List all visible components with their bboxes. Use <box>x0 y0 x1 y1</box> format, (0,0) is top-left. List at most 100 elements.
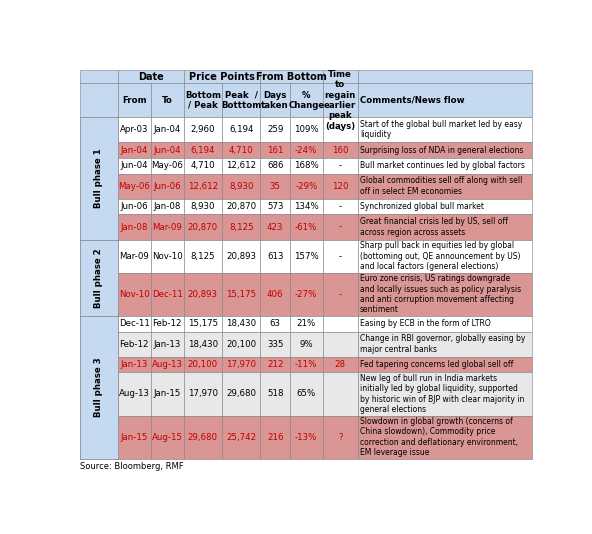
Text: Bull market continues led by global factors: Bull market continues led by global fact… <box>360 161 525 170</box>
Bar <box>260 357 290 372</box>
Text: Easing by ECB in the form of LTRO: Easing by ECB in the form of LTRO <box>360 319 491 328</box>
Bar <box>118 357 151 372</box>
Text: Jan-13: Jan-13 <box>153 340 181 349</box>
Text: Bottom
/ Peak: Bottom / Peak <box>185 91 221 110</box>
Bar <box>260 158 290 174</box>
Text: Jun-06: Jun-06 <box>153 182 181 191</box>
Text: Change in RBI governor, globally easing by
major central banks: Change in RBI governor, globally easing … <box>360 334 525 354</box>
Bar <box>151 316 184 332</box>
Text: 160: 160 <box>332 146 349 155</box>
Bar <box>184 415 222 459</box>
Text: Aug-13: Aug-13 <box>152 360 183 369</box>
Text: 20,100: 20,100 <box>226 340 256 349</box>
Text: -: - <box>339 161 342 170</box>
Text: 8,930: 8,930 <box>191 202 215 211</box>
Bar <box>79 199 118 215</box>
Text: -11%: -11% <box>295 360 317 369</box>
Text: 613: 613 <box>267 252 284 261</box>
Bar <box>118 158 151 174</box>
Text: Days
taken: Days taken <box>261 91 289 110</box>
Bar <box>151 215 184 240</box>
Bar <box>184 332 222 357</box>
Text: Synchronized global bull market: Synchronized global bull market <box>360 202 484 211</box>
Bar <box>79 316 118 459</box>
Bar <box>323 240 358 273</box>
Bar <box>260 215 290 240</box>
Bar <box>323 357 358 372</box>
Bar <box>151 143 184 158</box>
Text: -13%: -13% <box>295 433 317 442</box>
Text: Jan-13: Jan-13 <box>121 360 148 369</box>
Bar <box>290 240 323 273</box>
Text: 20,893: 20,893 <box>226 252 256 261</box>
Text: To: To <box>162 96 173 105</box>
Bar <box>184 316 222 332</box>
Bar <box>118 70 184 83</box>
Bar <box>151 83 184 117</box>
Text: 18,430: 18,430 <box>188 340 218 349</box>
Bar <box>79 273 118 316</box>
Text: -24%: -24% <box>295 146 317 155</box>
Bar <box>260 273 290 316</box>
Text: 63: 63 <box>270 319 281 328</box>
Text: Apr-03: Apr-03 <box>120 125 149 134</box>
Bar <box>358 143 532 158</box>
Bar <box>118 415 151 459</box>
Bar <box>260 174 290 199</box>
Bar <box>260 70 323 83</box>
Bar <box>260 143 290 158</box>
Bar <box>290 83 323 117</box>
Bar <box>260 372 290 415</box>
Bar <box>358 357 532 372</box>
Text: 259: 259 <box>267 125 284 134</box>
Bar <box>358 316 532 332</box>
Bar <box>323 415 358 459</box>
Bar <box>358 332 532 357</box>
Bar <box>79 83 118 117</box>
Text: Comments/News flow: Comments/News flow <box>360 96 465 105</box>
Bar <box>358 372 532 415</box>
Bar <box>222 357 260 372</box>
Text: Fed tapering concerns led global sell off: Fed tapering concerns led global sell of… <box>360 360 513 369</box>
Bar <box>79 117 118 143</box>
Bar <box>323 332 358 357</box>
Text: May-06: May-06 <box>151 161 183 170</box>
Bar <box>79 70 118 83</box>
Text: 8,125: 8,125 <box>229 223 253 232</box>
Bar <box>118 316 151 332</box>
Text: Nov-10: Nov-10 <box>152 252 182 261</box>
Bar <box>358 117 532 143</box>
Bar <box>358 174 532 199</box>
Bar <box>290 332 323 357</box>
Bar <box>222 215 260 240</box>
Text: 686: 686 <box>267 161 284 170</box>
Bar <box>79 240 118 316</box>
Bar <box>222 174 260 199</box>
Bar <box>290 215 323 240</box>
Bar <box>260 199 290 215</box>
Bar <box>290 273 323 316</box>
Text: 65%: 65% <box>297 389 316 398</box>
Text: From Bottom: From Bottom <box>256 72 327 82</box>
Bar <box>290 372 323 415</box>
Text: Date: Date <box>138 72 163 82</box>
Text: 120: 120 <box>332 182 349 191</box>
Bar <box>118 174 151 199</box>
Text: Dec-11: Dec-11 <box>152 290 182 299</box>
Text: 25,742: 25,742 <box>226 433 256 442</box>
Text: 20,870: 20,870 <box>226 202 256 211</box>
Bar <box>222 83 260 117</box>
Bar <box>222 332 260 357</box>
Bar <box>222 240 260 273</box>
Text: Dec-11: Dec-11 <box>119 319 150 328</box>
Text: 28: 28 <box>334 360 346 369</box>
Bar <box>323 372 358 415</box>
Text: 573: 573 <box>267 202 284 211</box>
Text: Jun-04: Jun-04 <box>153 146 181 155</box>
Bar <box>184 83 222 117</box>
Text: 17,970: 17,970 <box>226 360 256 369</box>
Text: Surprising loss of NDA in general elections: Surprising loss of NDA in general electi… <box>360 146 523 155</box>
Bar <box>323 316 358 332</box>
Bar <box>323 174 358 199</box>
Text: 134%: 134% <box>294 202 318 211</box>
